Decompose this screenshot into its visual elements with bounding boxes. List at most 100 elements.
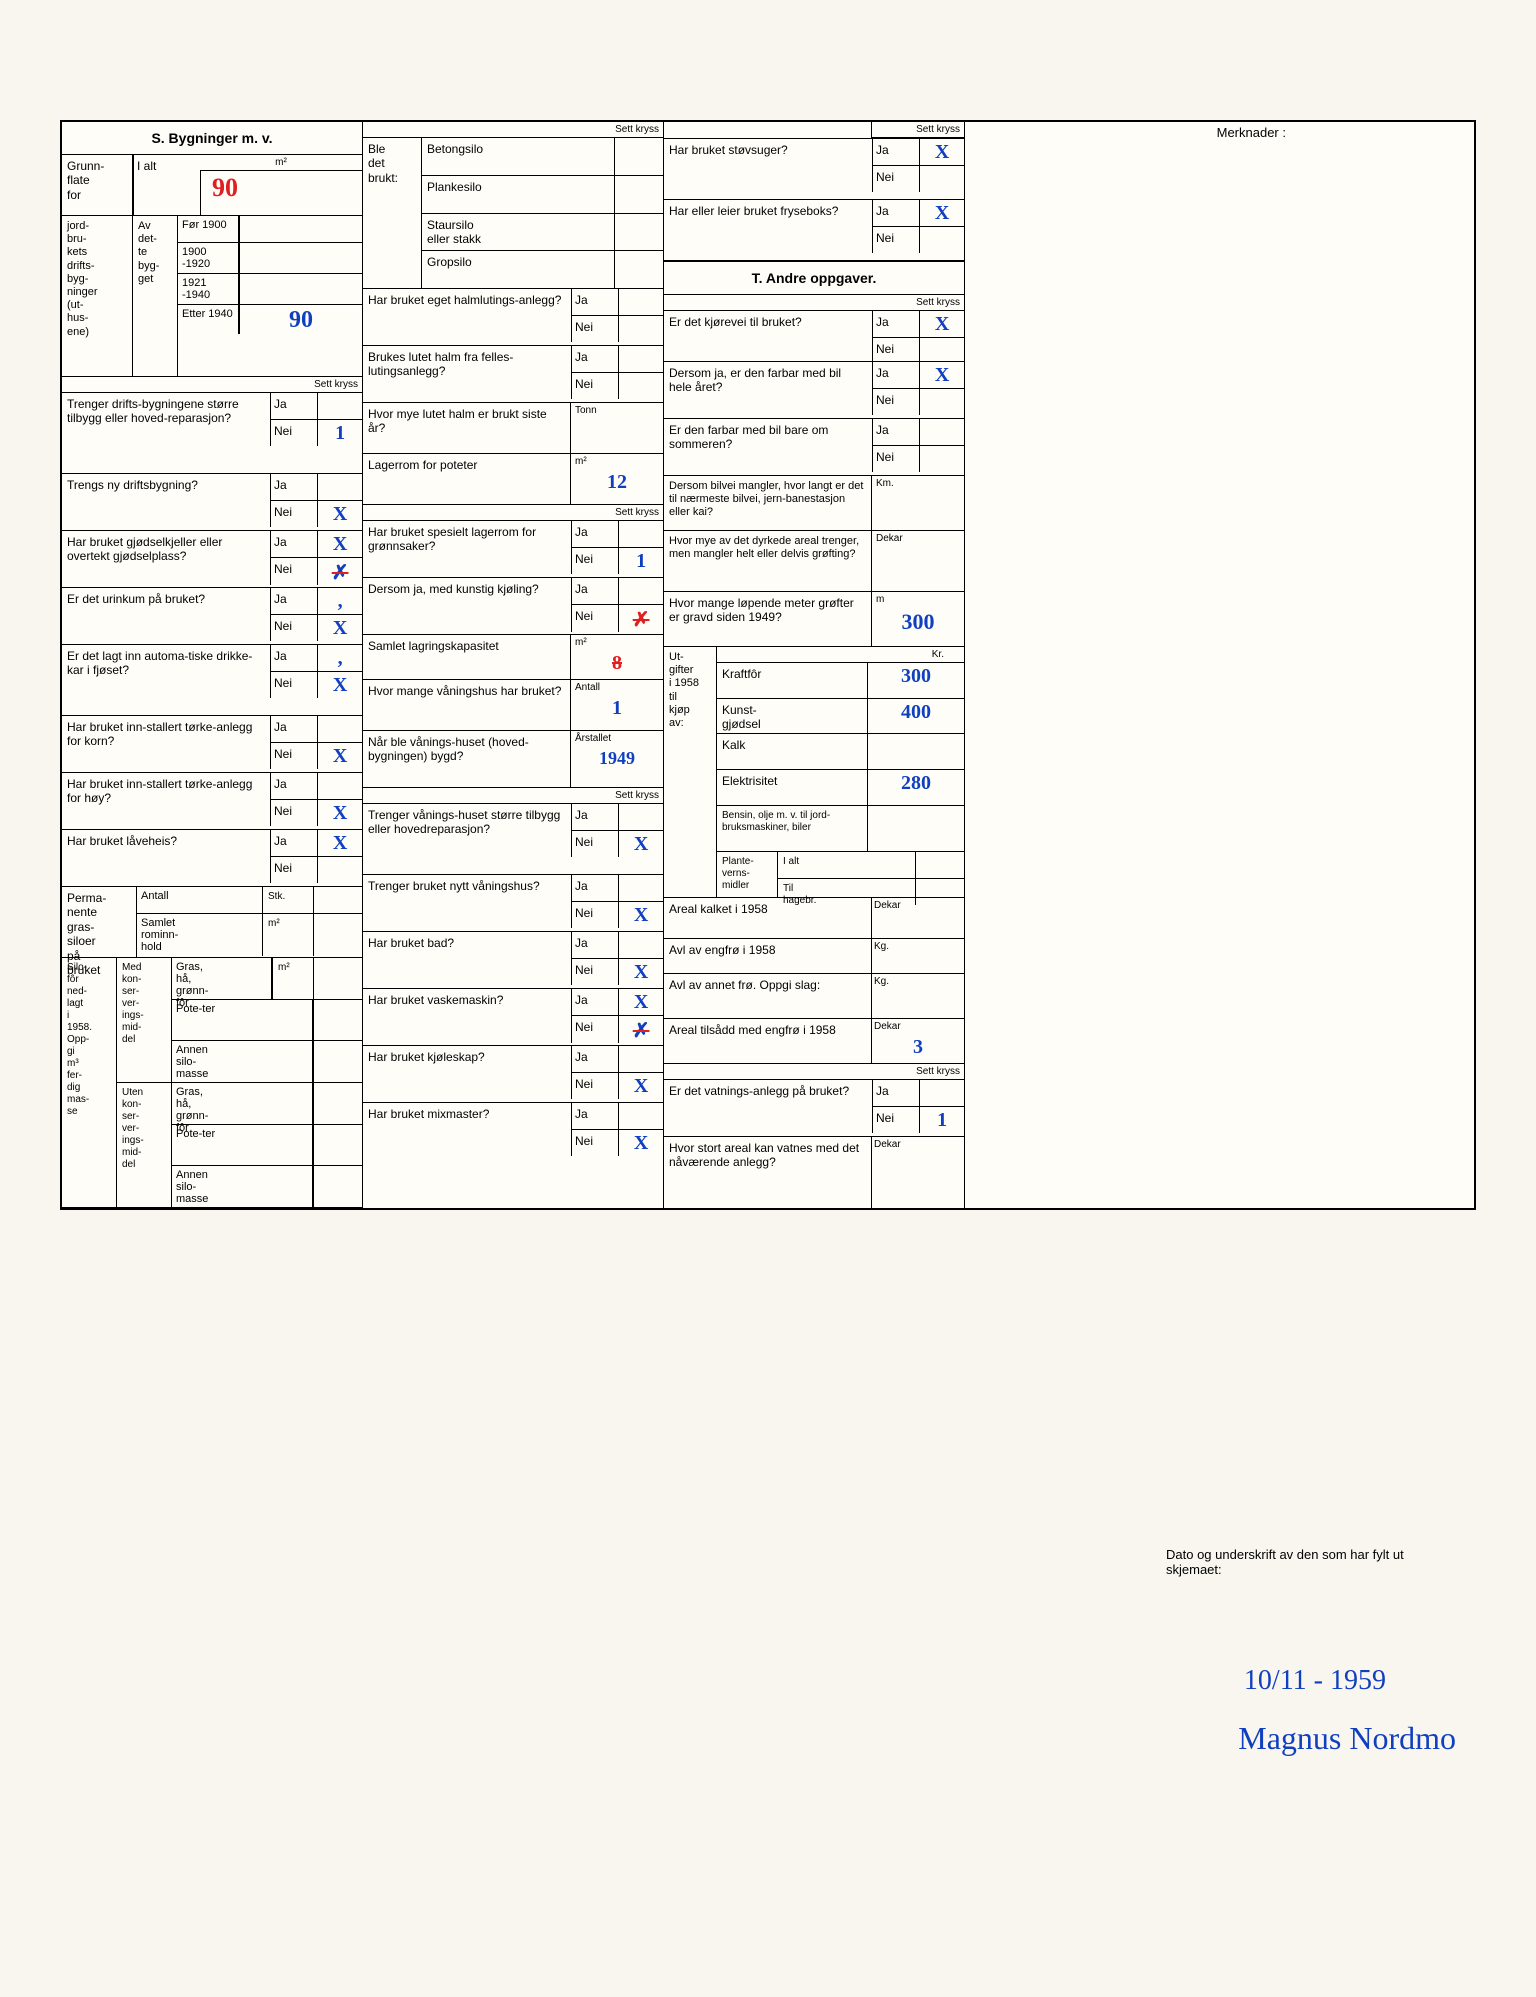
form-container: S. Bygninger m. v. Grunn-flatefor I alt … (60, 120, 1476, 1210)
sett-kryss-1: Sett kryss (62, 377, 362, 393)
mixmaster-label: Har bruket mixmaster? (363, 1103, 571, 1208)
column-s-bygninger: S. Bygninger m. v. Grunn-flatefor I alt … (62, 122, 363, 1208)
hvor-mye-lutet: Hvor mye lutet halm er brukt siste år? (363, 403, 570, 453)
fryseboks-label: Har eller leier bruket fryseboks? (664, 200, 872, 260)
stovsuger-label: Har bruket støvsuger? (664, 139, 872, 199)
etter1940: Etter 1940 (178, 305, 239, 334)
areal-kalket: Areal kalket i 1958 (664, 898, 871, 938)
nar-bygd: Når ble vånings-huset (hoved-bygningen) … (363, 731, 570, 787)
kunstig-kjol-nei-val: ✗ (618, 605, 663, 632)
bilvei-mangler: Dersom bilvei mangler, hvor langt er det… (664, 476, 871, 530)
vaningshus-antall-val: 1 (571, 695, 663, 720)
ialt-value: 90 (200, 171, 249, 215)
bad-label: Har bruket bad? (363, 932, 571, 988)
annen-silo-1: Annensilo-masse (172, 1041, 313, 1082)
av-dette-label: Avdet-tebyg-get (133, 216, 178, 376)
vatning-nei-val: 1 (919, 1107, 964, 1133)
merknader-label: Merknader : (1217, 125, 1286, 140)
trenger-vaning-nei-val: X (618, 831, 663, 857)
column-3: Sett kryss Har bruket støvsuger? JaX Nei… (664, 122, 965, 1208)
fryseboks-ja-val: X (919, 200, 964, 226)
section-s-header: S. Bygninger m. v. (62, 122, 362, 155)
grunnflate-label: Grunn-flatefor (62, 155, 133, 215)
avl-annet: Avl av annet frø. Oppgi slag: (664, 974, 871, 1018)
laveheis-label: Har bruket låveheis? (62, 830, 270, 886)
stort-areal: Hvor stort areal kan vatnes med det nåvæ… (664, 1137, 871, 1208)
kjorevei-ja-val: X (919, 311, 964, 337)
trenger-drifts-label: Trenger drifts-bygningene større tilbygg… (62, 393, 270, 473)
stovsuger-ja-val: X (919, 139, 964, 165)
ialt-label: I alt (133, 155, 200, 215)
brukes-lutet-label: Brukes lutet halm fra felles-lutingsanle… (363, 346, 571, 402)
lagerrom-gronn-nei-val: 1 (618, 548, 663, 574)
grofter-gravd-val: 300 (872, 607, 964, 635)
elektrisitet-val: 280 (867, 770, 964, 805)
ble-det-brukt: Bledetbrukt: (363, 138, 422, 288)
bensin-label: Bensin, olje m. v. til jord-bruksmaskine… (717, 806, 867, 851)
trenger-nytt-nei-val: X (618, 902, 663, 928)
torke-hoy-label: Har bruket inn-stallert tørke-anlegg for… (62, 773, 270, 829)
farbar-hele-label: Dersom ja, er den farbar med bil hele år… (664, 362, 872, 418)
y1900-1920: 1900 -1920 (178, 243, 239, 273)
nar-bygd-val: 1949 (571, 746, 663, 769)
signature-date: 10/11 - 1959 (1244, 1665, 1386, 1697)
vaningshus-antall: Hvor mange våningshus har bruket? (363, 680, 570, 730)
plantevern: Plante-verns-midler (717, 852, 778, 897)
m2-unit: m² (200, 155, 362, 171)
staursilo: Staursiloeller stakk (422, 214, 614, 251)
vatning-label: Er det vatnings-anlegg på bruket? (664, 1080, 872, 1136)
trengs-ny-label: Trengs ny driftsbygning? (62, 474, 270, 530)
gjodsel-label: Har bruket gjødselkjeller eller overtekt… (62, 531, 270, 587)
samlet-rominn: Samletrominn-hold (137, 914, 263, 956)
trenger-nytt: Trenger bruket nytt våningshus? (363, 875, 571, 931)
grofter-gravd: Hvor mange løpende meter grøfter er grav… (664, 592, 871, 646)
signature-name: Magnus Nordmo (1238, 1720, 1456, 1757)
torke-korn-label: Har bruket inn-stallert tørke-anlegg for… (62, 716, 270, 772)
column-2: Sett kryss Bledetbrukt: Betongsilo Plank… (363, 122, 664, 1208)
torke-korn-nei-val: X (317, 743, 362, 769)
areal-tilsadd: Areal tilsådd med engfrø i 1958 (664, 1019, 871, 1063)
sett-kryss-c2: Sett kryss (363, 122, 663, 138)
auto-drikke-ja-val: , (317, 645, 362, 671)
lagerrom-gronn: Har bruket spesielt lagerrom for grønnsa… (363, 521, 571, 577)
auto-drikke-nei-val: X (317, 672, 362, 698)
etter1940-val: 90 (239, 305, 362, 334)
dato-underskrift-label: Dato og underskrift av den som har fylt … (1166, 1547, 1416, 1577)
dyrkede-groft: Hvor mye av det dyrkede areal trenger, m… (664, 531, 871, 591)
halmlut-label: Har bruket eget halmlutings-anlegg? (363, 289, 571, 345)
urinkum-nei-val: X (317, 615, 362, 641)
utgifter-label: Ut-gifteri 1958tilkjøpav: (664, 647, 717, 897)
kjoleskap-label: Har bruket kjøleskap? (363, 1046, 571, 1102)
annen-silo-2: Annensilo-masse (172, 1166, 313, 1207)
y1921-1940: 1921 -1940 (178, 274, 239, 304)
gras-ha-2: Gras,hå,grønn-fôr (172, 1083, 313, 1124)
silo-for-label: Silo-fôrned-lagti1958.Opp-gim³fer-digmas… (62, 958, 117, 1207)
gjodsel-nei-val: ✗ (317, 558, 362, 585)
laveheis-ja-val: X (317, 830, 362, 856)
med-kons: Medkon-ser-ver-ings-mid-del (117, 958, 172, 1082)
section-t-header: T. Andre oppgaver. (664, 262, 964, 295)
vaskemaskin-ja-val: X (618, 989, 663, 1015)
kjoleskap-nei-val: X (618, 1073, 663, 1099)
areal-tilsadd-val: 3 (872, 1034, 964, 1059)
kunstgjodsel: Kunst-gjødsel (717, 699, 867, 734)
perma-label: Perma-nentegras-siloerpåbruket (62, 887, 137, 957)
gras-ha-1: Gras,hå,grønn-fôr (172, 958, 272, 999)
trengs-ny-val: X (317, 501, 362, 527)
lagerrom-pot: Lagerrom for poteter (363, 454, 570, 504)
auto-drikke-label: Er det lagt inn automa-tiske drikke-kar … (62, 645, 270, 715)
kunstig-kjol: Dersom ja, med kunstig kjøling? (363, 578, 571, 634)
farbar-sommer-label: Er den farbar med bil bare om sommeren? (664, 419, 872, 475)
torke-hoy-nei-val: X (317, 800, 362, 826)
kjorevei-label: Er det kjørevei til bruket? (664, 311, 872, 361)
for1900: Før 1900 (178, 216, 239, 242)
farbar-hele-ja-val: X (919, 362, 964, 388)
vaskemaskin-nei-val: ✗ (618, 1016, 663, 1043)
samlet-lagr: Samlet lagringskapasitet (363, 635, 570, 679)
gjodsel-ja-val: X (317, 531, 362, 557)
lagerrom-pot-val: 12 (571, 469, 663, 494)
trenger-drifts-nei-val: 1 (317, 420, 362, 446)
jordbruk-label: jord-bru-ketsdrifts-byg-ninger(ut-hus-en… (62, 216, 133, 376)
bad-nei-val: X (618, 959, 663, 985)
samlet-lagr-val: 8 (571, 650, 663, 675)
